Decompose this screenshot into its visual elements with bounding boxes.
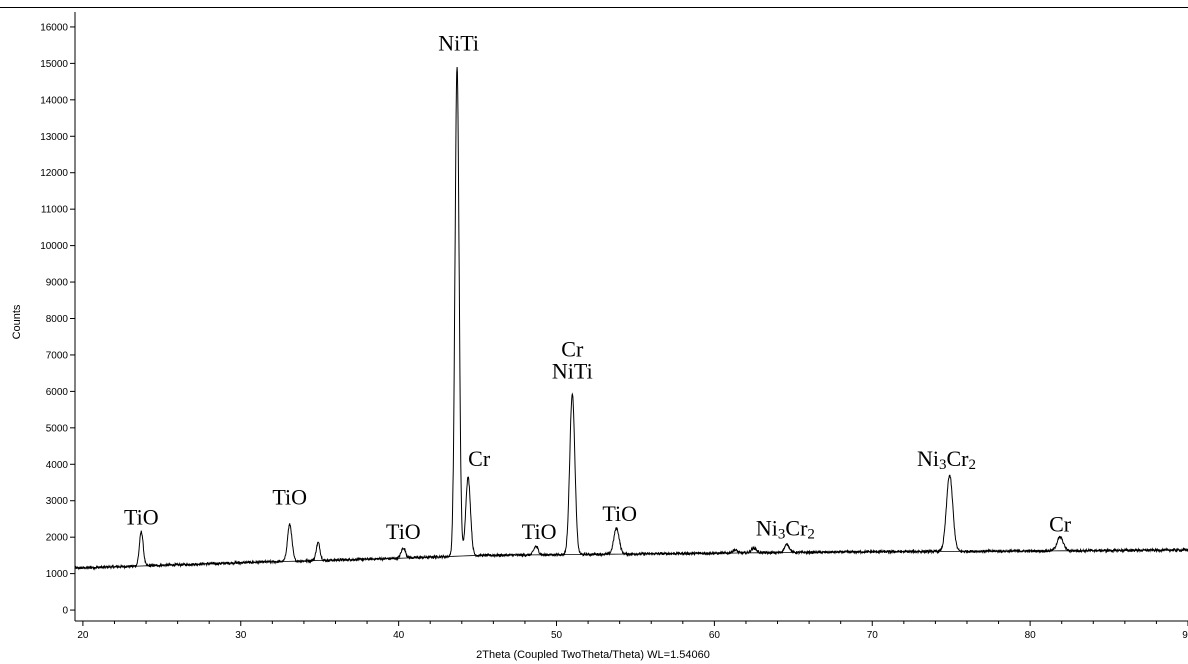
x-tick-label: 50 — [551, 630, 563, 641]
y-tick-label: 16000 — [40, 22, 68, 33]
y-tick-label: 6000 — [46, 387, 69, 398]
x-tick-label: 60 — [709, 630, 721, 641]
x-tick-label: 9 — [1182, 630, 1188, 641]
y-tick-label: 4000 — [46, 460, 69, 471]
y-tick-label: 9000 — [46, 278, 69, 289]
peak-label: TiO — [124, 504, 159, 529]
y-tick-label: 10000 — [40, 241, 68, 252]
y-tick-label: 3000 — [46, 496, 69, 507]
peak-label: NiTi — [552, 359, 593, 384]
y-tick-label: 15000 — [40, 59, 68, 70]
y-tick-label: 1000 — [46, 569, 69, 580]
x-tick-label: 20 — [77, 630, 89, 641]
y-tick-label: 12000 — [40, 168, 68, 179]
peak-label: TiO — [386, 519, 421, 544]
y-tick-label: 7000 — [46, 350, 69, 361]
peak-label: TiO — [522, 519, 557, 544]
y-tick-label: 8000 — [46, 314, 69, 325]
peak-label: NiTi — [438, 31, 479, 56]
y-tick-label: 14000 — [40, 95, 68, 106]
x-tick-label: 80 — [1025, 630, 1037, 641]
peak-label: Ni3Cr2 — [756, 515, 815, 542]
y-tick-label: 11000 — [41, 205, 69, 216]
peak-label: Cr — [1049, 512, 1072, 537]
background-baseline — [75, 550, 1188, 568]
x-tick-label: 30 — [235, 630, 247, 641]
x-tick-label: 70 — [867, 630, 879, 641]
peak-label: TiO — [272, 484, 307, 509]
y-axis-title: Counts — [11, 304, 23, 339]
y-tick-label: 0 — [62, 606, 68, 617]
peak-annotations: TiOTiOTiONiTiCrTiOCrNiTiTiONi3Cr2Ni3Cr2C… — [124, 31, 1072, 544]
peak-label: Ni3Cr2 — [917, 446, 976, 473]
peak-label: Cr — [468, 446, 491, 471]
x-axis-title: 2Theta (Coupled TwoTheta/Theta) WL=1.540… — [476, 649, 710, 661]
y-tick-label: 5000 — [46, 423, 69, 434]
x-tick-label: 40 — [393, 630, 405, 641]
ticks: 0 1000 2000 3000 4000 5000 6000 7000 8000 9000 100… — [40, 22, 1188, 641]
y-tick-label: 13000 — [40, 132, 68, 143]
peak-label: TiO — [602, 501, 637, 526]
diffraction-pattern-line — [75, 67, 1188, 569]
axes — [75, 12, 1188, 621]
y-tick-label: 2000 — [46, 533, 69, 544]
